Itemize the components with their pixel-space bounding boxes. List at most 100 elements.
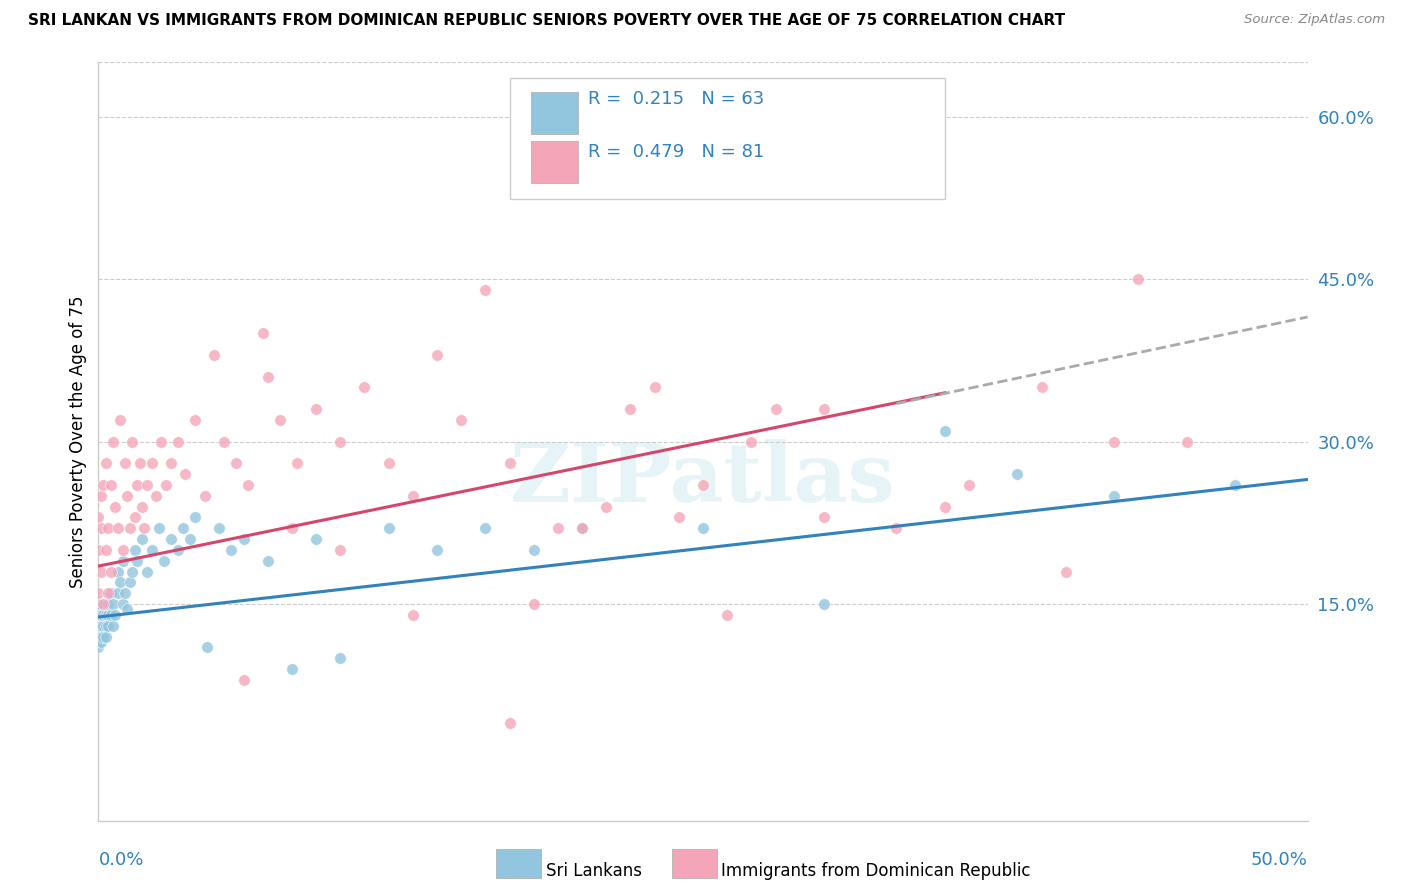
Point [813,402,835,417]
Point [498,456,520,470]
Point [91,618,114,632]
Point [97,618,120,632]
Point [644,380,666,394]
Point [571,521,593,535]
Point [329,434,352,449]
Point [87,586,110,600]
Point [179,532,201,546]
Point [402,489,425,503]
Point [474,283,496,297]
Point [90,565,112,579]
Point [232,532,254,546]
Point [135,478,157,492]
Point [252,326,274,341]
Point [221,542,243,557]
Point [692,478,714,492]
Point [212,434,235,449]
Point [90,618,112,632]
Point [150,434,173,449]
Point [118,575,141,590]
Point [225,456,247,470]
Point [305,402,328,417]
Point [474,521,496,535]
Point [94,542,117,557]
Point [256,369,278,384]
Point [97,607,120,622]
Point [595,500,617,514]
Point [172,521,194,535]
FancyBboxPatch shape [531,141,578,183]
Point [100,478,122,492]
Point [238,478,260,492]
Point [402,607,425,622]
Point [124,510,146,524]
Point [194,489,217,503]
Point [498,716,520,731]
Point [100,586,122,600]
Point [114,586,136,600]
Point [107,521,129,535]
Point [281,662,304,676]
Text: R =  0.215   N = 63: R = 0.215 N = 63 [588,90,765,108]
Point [101,434,124,449]
Point [131,500,153,514]
Point [1007,467,1029,481]
Point [104,607,127,622]
Point [91,607,114,622]
Point [148,521,170,535]
Point [167,542,190,557]
Point [232,673,254,687]
Text: SRI LANKAN VS IMMIGRANTS FROM DOMINICAN REPUBLIC SENIORS POVERTY OVER THE AGE OF: SRI LANKAN VS IMMIGRANTS FROM DOMINICAN … [28,13,1066,29]
Point [426,542,449,557]
Point [87,542,110,557]
Point [571,521,593,535]
Point [716,607,738,622]
Point [813,597,835,611]
Point [145,489,167,503]
Point [104,500,127,514]
Point [117,602,139,616]
Point [87,597,110,611]
Point [377,521,399,535]
Point [90,635,112,649]
Point [117,489,139,503]
Text: R =  0.479   N = 81: R = 0.479 N = 81 [588,143,765,161]
Point [305,532,328,546]
Point [141,456,163,470]
Point [121,434,143,449]
FancyBboxPatch shape [531,92,578,135]
Point [107,586,129,600]
Point [1031,380,1053,394]
Point [87,630,110,644]
Point [619,402,641,417]
Point [91,478,114,492]
Point [523,542,546,557]
Point [101,597,124,611]
Point [91,630,114,644]
Point [668,510,690,524]
Point [184,510,207,524]
Point [90,630,112,644]
Point [195,640,218,655]
Point [94,630,117,644]
Point [450,413,472,427]
Point [94,607,117,622]
Point [111,597,134,611]
Point [813,510,835,524]
Point [90,521,112,535]
Point [174,467,197,481]
Text: ZIPatlas: ZIPatlas [510,440,896,519]
Point [1175,434,1198,449]
Point [111,554,134,568]
Point [134,521,156,535]
Point [281,521,304,535]
Point [108,575,131,590]
Point [94,456,117,470]
Point [329,542,352,557]
Point [934,500,956,514]
Point [184,413,207,427]
Point [101,618,124,632]
Point [135,565,157,579]
Point [1128,272,1150,286]
Point [523,597,546,611]
